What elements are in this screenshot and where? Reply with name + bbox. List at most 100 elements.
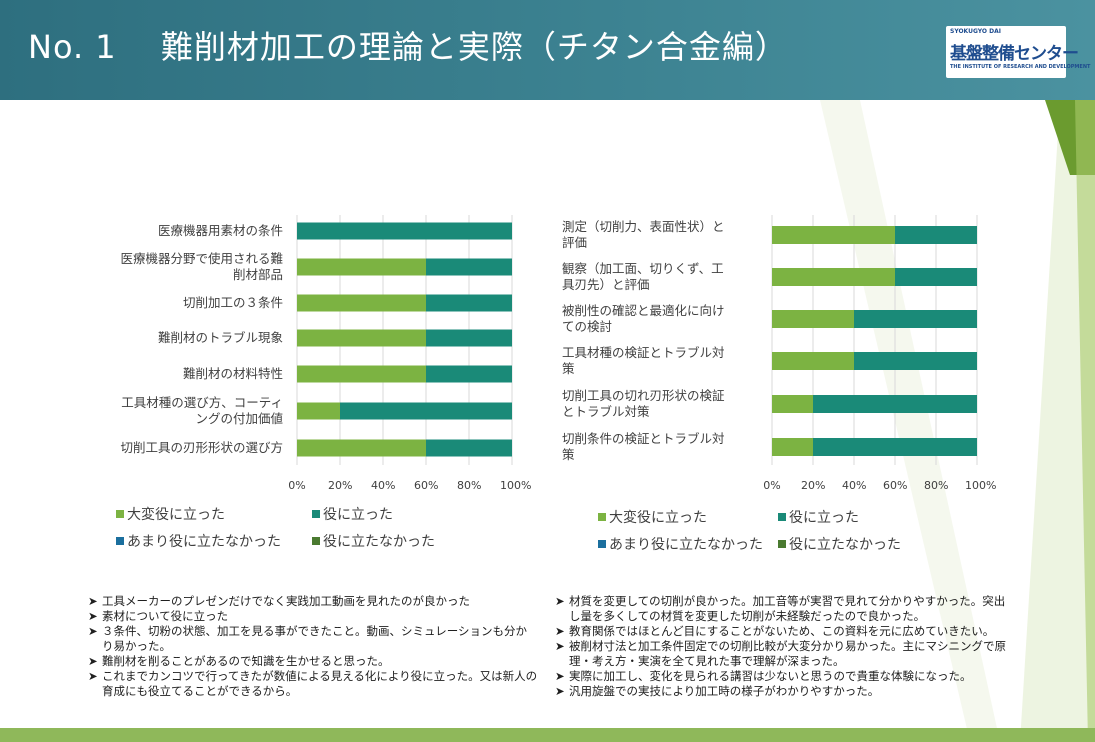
bar-segment	[772, 226, 895, 244]
category-label: 難削材の材料特性	[73, 366, 283, 382]
legend-right-not-useful: 役に立たなかった	[778, 534, 901, 554]
title-banner: No. 1 難削材加工の理論と実際（チタン合金編） SYOKUGYO DAI 基…	[0, 0, 1095, 100]
x-tick-label: 60%	[414, 479, 439, 492]
category-label-line: 切削条件の検証とトラブル対	[562, 431, 725, 446]
legend-label: 役に立った	[789, 510, 859, 526]
bar-segment	[772, 438, 813, 456]
category-label-line: 医療機器分野で使用される難	[120, 251, 283, 266]
comment-text: 被削材寸法と加工条件固定での切削比較が大変分かり易かった。主にマシニングで原理・…	[569, 639, 1006, 668]
x-tick-label: 0%	[288, 479, 306, 492]
x-tick-label: 80%	[924, 479, 949, 492]
category-label-line: ングの付加価値	[195, 411, 283, 426]
bar-segment	[772, 352, 854, 370]
legend-swatch-not-useful	[312, 537, 320, 545]
bullet-arrow-icon: ➤	[88, 669, 98, 683]
legend-label: 役に立たなかった	[789, 537, 901, 553]
category-label: 工具材種の選び方、コーティ ングの付加価値	[73, 395, 283, 427]
x-tick-label: 20%	[328, 479, 353, 492]
legend-swatch-not-very-useful	[598, 540, 606, 548]
category-label-line: 具刃先）と評価	[562, 277, 650, 292]
comment-text: 実際に加工し、変化を見られる講習は少ないと思うので貴重な体験になった。	[569, 669, 972, 683]
bar-segment	[813, 395, 977, 413]
comment-text: 材質を変更しての切削が良かった。加工音等が実習で見れて分かりやすかった。突出し量…	[569, 594, 1006, 623]
comments-left: ➤ 工具メーカーのプレゼンだけでなく実践加工動画を見れたのが良かった ➤ 素材について…	[88, 594, 538, 699]
bullet-arrow-icon: ➤	[555, 624, 565, 638]
legend-swatch-useful	[312, 510, 320, 518]
comment-item: ➤ 実際に加工し、変化を見られる講習は少ないと思うので貴重な体験になった。	[555, 669, 1015, 684]
bar-segment	[297, 258, 426, 276]
comment-text: ３条件、切粉の状態、加工を見る事ができたこと。動画、シミュレーションも分かり易か…	[102, 624, 528, 653]
comment-item: ➤ 素材について役に立った	[88, 609, 538, 624]
legend-swatch-very-useful	[116, 510, 124, 518]
bullet-arrow-icon: ➤	[555, 639, 565, 653]
legend-label: 大変役に立った	[609, 510, 707, 526]
category-label-line: 工具材種の選び方、コーティ	[121, 395, 283, 410]
category-label: 医療機器分野で使用される難 削材部品	[73, 251, 283, 283]
x-tick-label: 40%	[842, 479, 867, 492]
comment-item: ➤ 被削材寸法と加工条件固定での切削比較が大変分かり易かった。主にマシニングで原理…	[555, 639, 1015, 669]
category-label-line: とトラブル対策	[562, 404, 650, 419]
legend-right-not-very-useful: あまり役に立たなかった	[598, 534, 763, 554]
category-label-line: 評価	[562, 235, 588, 250]
bar-segment	[895, 226, 977, 244]
bar-segment	[813, 438, 977, 456]
organization-logo: SYOKUGYO DAI 基盤整備センター THE INSTITUTE OF R…	[946, 26, 1090, 78]
category-label-line: 観察（加工面、切りくず、工	[562, 261, 724, 276]
category-label: 切削工具の切れ刃形状の検証 とトラブル対策	[562, 388, 767, 420]
comment-item: ➤ 工具メーカーのプレゼンだけでなく実践加工動画を見れたのが良かった	[88, 594, 538, 609]
legend-left-not-useful: 役に立たなかった	[312, 531, 435, 551]
bar-segment	[297, 294, 426, 312]
bar-segment	[426, 439, 512, 457]
comment-item: ➤ 教育関係ではほとんど目にすることがないため、この資料を元に広めていきたい。	[555, 624, 1015, 639]
category-label-line: 被削性の確認と最適化に向け	[562, 303, 725, 318]
bar-segment	[297, 439, 426, 457]
legend-label: あまり役に立たなかった	[127, 534, 281, 550]
legend-right-very-useful: 大変役に立った	[598, 507, 707, 527]
category-label-line: 策	[562, 361, 575, 376]
legend-swatch-not-very-useful	[116, 537, 124, 545]
category-label: 医療機器用素材の条件	[73, 223, 283, 239]
legend-swatch-not-useful	[778, 540, 786, 548]
bar-segment	[426, 258, 512, 276]
comment-item: ➤ 汎用旋盤での実技により加工時の様子がわかりやすかった。	[555, 684, 1015, 699]
bullet-arrow-icon: ➤	[555, 684, 565, 698]
legend-right-useful: 役に立った	[778, 507, 859, 527]
category-label-line: 工具材種の検証とトラブル対	[562, 345, 725, 360]
legend-label: あまり役に立たなかった	[609, 537, 763, 553]
category-label: 切削条件の検証とトラブル対策	[562, 431, 767, 463]
logo-sub-text: THE INSTITUTE OF RESEARCH AND DEVELOPMEN…	[950, 64, 1091, 70]
logo-top-text: SYOKUGYO DAI	[950, 28, 1001, 35]
category-label: 測定（切削力、表面性状）と 評価	[562, 219, 767, 251]
category-label-line: ての検討	[562, 319, 613, 334]
bar-segment	[297, 365, 426, 383]
bar-segment	[854, 352, 977, 370]
legend-left-not-very-useful: あまり役に立たなかった	[116, 531, 281, 551]
x-tick-label: 60%	[883, 479, 908, 492]
legend-left-very-useful: 大変役に立った	[116, 504, 225, 524]
x-tick-label: 20%	[801, 479, 826, 492]
bar-segment	[854, 310, 977, 328]
category-label-line: 切削工具の切れ刃形状の検証	[562, 388, 725, 403]
category-label-line: 難削材のトラブル現象	[157, 330, 283, 345]
category-label: 難削材のトラブル現象	[73, 330, 283, 346]
legend-left-useful: 役に立った	[312, 504, 393, 524]
category-label-line: 難削材の材料特性	[182, 366, 283, 381]
bar-segment	[340, 402, 512, 420]
bar-segment	[772, 268, 895, 286]
bullet-arrow-icon: ➤	[88, 609, 98, 623]
bar-segment	[297, 329, 426, 347]
bullet-arrow-icon: ➤	[555, 594, 565, 608]
category-label: 観察（加工面、切りくず、工 具刃先）と評価	[562, 261, 767, 293]
page-title: No. 1 難削材加工の理論と実際（チタン合金編）	[28, 28, 788, 66]
bar-segment	[297, 222, 512, 240]
bar-segment	[297, 402, 340, 420]
x-tick-label: 0%	[763, 479, 781, 492]
bullet-arrow-icon: ➤	[555, 669, 565, 683]
category-label-line: 切削加工の３条件	[182, 295, 283, 310]
comment-text: これまでカンコツで行ってきたが数値による見える化により役に立った。又は新人の育成…	[102, 669, 538, 698]
category-label: 工具材種の検証とトラブル対策	[562, 345, 767, 377]
comment-text: 工具メーカーのプレゼンだけでなく実践加工動画を見れたのが良かった	[102, 594, 470, 608]
comment-text: 教育関係ではほとんど目にすることがないため、この資料を元に広めていきたい。	[569, 624, 995, 638]
category-label-line: 削材部品	[232, 267, 283, 282]
